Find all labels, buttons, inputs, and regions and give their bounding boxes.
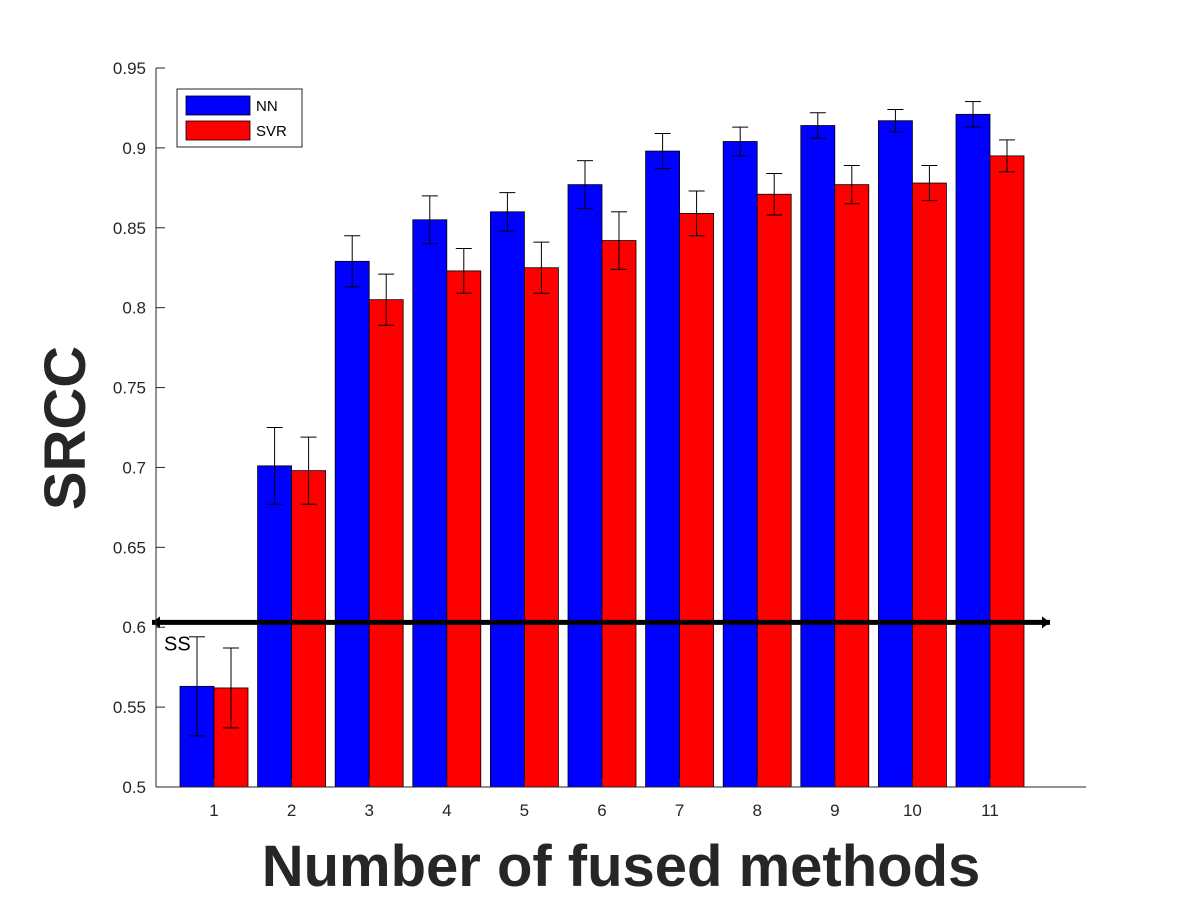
bar-svr-6 [601,240,637,788]
error-bar-nn-4 [421,195,438,245]
error-bar-nn-8 [732,126,749,157]
bar-svr-8 [756,193,792,788]
bar-nn-9 [800,125,836,788]
error-bar-nn-10 [887,109,904,133]
x-tick-label: 10 [903,801,922,820]
y-tick-label: 0.65 [113,538,146,557]
x-tick-label: 6 [597,801,606,820]
x-tick-label: 9 [830,801,839,820]
reference-line-right-marker [1042,616,1050,629]
legend: NN SVR [176,88,303,148]
error-bar-svr-7 [688,190,705,237]
y-tick-label: 0.8 [122,299,146,318]
bar-nn-2 [257,465,293,788]
bar-svr-2 [291,470,327,788]
error-bar-nn-1 [189,636,205,737]
error-bar-svr-2 [300,436,317,505]
error-bar-svr-1 [223,647,239,729]
y-axis-title: SRCC [33,346,98,510]
error-bar-svr-8 [766,172,783,216]
bar-svr-5 [524,267,559,788]
x-tick-label: 5 [520,801,529,820]
y-tick-label: 0.55 [113,698,146,717]
bar-nn-3 [334,260,370,788]
bar-svr-11 [989,155,1025,788]
error-bar-nn-2 [266,427,283,505]
x-tick-label: 3 [364,801,373,820]
error-bar-svr-5 [533,241,550,294]
legend-label-nn: NN [256,98,278,115]
bar-svr-9 [834,184,870,788]
bar-nn-8 [722,141,758,788]
bar-svr-7 [679,212,714,788]
bar-svr-4 [446,270,482,788]
legend-swatch-nn [185,95,251,116]
error-bar-nn-5 [499,192,516,232]
legend-label-svr: SVR [256,123,287,140]
error-bars-layer [189,101,1015,737]
ticks-layer: 0.5 0.55 0.6 0.65 0.7 0.75 0.8 0.85 0.9 0.95 1 2 3 4 5… [113,59,999,820]
bar-nn-11 [955,113,991,788]
bar-nn-10 [878,120,913,788]
reference-line-label: SS [164,633,191,655]
axes-layer [155,68,1086,788]
y-tick-label: 0.75 [113,379,146,398]
error-bar-nn-7 [654,133,671,170]
error-bar-nn-9 [809,112,826,139]
error-bar-nn-3 [344,235,361,288]
bar-svr-10 [912,182,947,788]
y-tick-label: 0.9 [122,139,146,158]
x-tick-label: 2 [287,801,296,820]
bar-svr-3 [368,299,404,788]
error-bar-svr-10 [921,164,938,202]
y-tick-label: 0.85 [113,219,146,238]
x-axis-title: Number of fused methods [262,834,981,899]
error-bar-svr-4 [455,248,472,294]
bars-layer [179,113,1025,788]
x-tick-label: 7 [675,801,684,820]
bar-nn-6 [567,184,603,788]
y-tick-label: 0.6 [122,618,146,637]
x-tick-label: 11 [981,801,999,820]
y-tick-label: 0.5 [122,778,146,797]
bar-nn-5 [489,211,525,788]
x-tick-label: 8 [752,801,761,820]
error-bar-svr-11 [999,139,1015,173]
bar-nn-4 [412,219,448,788]
legend-swatch-svr [185,120,251,141]
error-bar-svr-9 [843,164,860,205]
y-tick-label: 0.7 [122,458,146,477]
y-tick-label: 0.95 [113,59,146,78]
error-bar-nn-6 [577,160,593,210]
bar-nn-7 [645,150,680,788]
error-bar-svr-6 [611,211,627,270]
x-tick-label: 1 [209,801,218,820]
error-bar-nn-11 [965,101,981,128]
x-tick-label: 4 [442,801,451,820]
error-bar-svr-3 [378,273,395,326]
